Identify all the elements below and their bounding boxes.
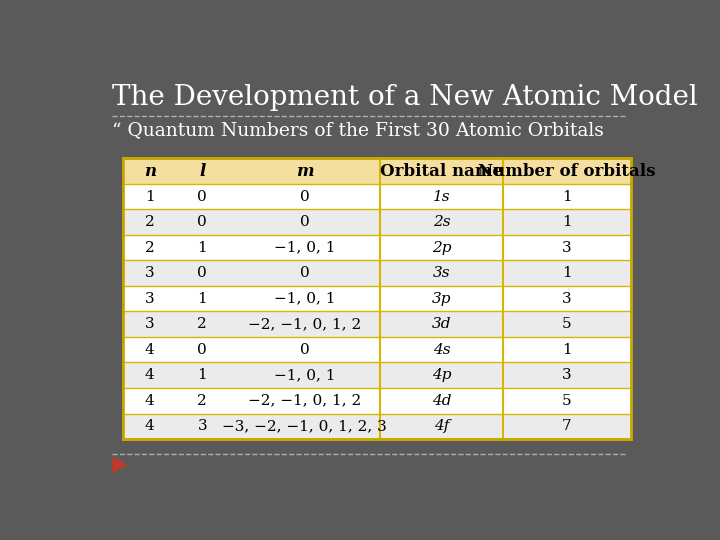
Text: 2: 2 — [197, 394, 207, 408]
Text: 5: 5 — [562, 394, 572, 408]
Text: 2: 2 — [145, 215, 155, 229]
Text: 4: 4 — [145, 343, 155, 357]
Text: Orbital name: Orbital name — [380, 163, 503, 180]
Text: −1, 0, 1: −1, 0, 1 — [274, 368, 336, 382]
Text: 3: 3 — [562, 292, 572, 306]
Text: 0: 0 — [197, 190, 207, 204]
Text: 3p: 3p — [432, 292, 451, 306]
Bar — [124, 337, 631, 362]
Text: 4: 4 — [145, 419, 155, 433]
Text: 0: 0 — [300, 343, 310, 357]
Text: 0: 0 — [300, 266, 310, 280]
Text: 1: 1 — [197, 292, 207, 306]
Text: The Development of a New Atomic Model: The Development of a New Atomic Model — [112, 84, 698, 111]
Bar — [124, 260, 631, 286]
Text: 5: 5 — [562, 317, 572, 331]
Text: 2p: 2p — [432, 241, 451, 255]
Text: 3: 3 — [562, 368, 572, 382]
Text: 2: 2 — [197, 317, 207, 331]
Text: −2, −1, 0, 1, 2: −2, −1, 0, 1, 2 — [248, 394, 361, 408]
Text: 3s: 3s — [433, 266, 451, 280]
Text: l: l — [199, 163, 205, 180]
Text: 1: 1 — [562, 190, 572, 204]
Text: 0: 0 — [300, 215, 310, 229]
Text: Number of orbitals: Number of orbitals — [478, 163, 656, 180]
Text: 1: 1 — [562, 266, 572, 280]
Text: 7: 7 — [562, 419, 572, 433]
Text: 4: 4 — [145, 394, 155, 408]
Text: −1, 0, 1: −1, 0, 1 — [274, 292, 336, 306]
Text: 1: 1 — [562, 215, 572, 229]
Text: 2s: 2s — [433, 215, 451, 229]
Text: −1, 0, 1: −1, 0, 1 — [274, 241, 336, 255]
Text: 1: 1 — [145, 190, 155, 204]
Text: 3: 3 — [197, 419, 207, 433]
Bar — [124, 184, 631, 210]
Text: 3: 3 — [562, 241, 572, 255]
Text: 4s: 4s — [433, 343, 451, 357]
Text: 3: 3 — [145, 266, 155, 280]
Text: −3, −2, −1, 0, 1, 2, 3: −3, −2, −1, 0, 1, 2, 3 — [222, 419, 387, 433]
Bar — [124, 388, 631, 414]
Bar — [124, 210, 631, 235]
Text: 0: 0 — [197, 266, 207, 280]
Bar — [124, 158, 631, 439]
Text: 2: 2 — [145, 241, 155, 255]
Text: 0: 0 — [300, 190, 310, 204]
Bar — [124, 235, 631, 260]
Text: 1s: 1s — [433, 190, 451, 204]
Bar — [124, 286, 631, 312]
Text: 3: 3 — [145, 317, 155, 331]
Text: −2, −1, 0, 1, 2: −2, −1, 0, 1, 2 — [248, 317, 361, 331]
Text: 4d: 4d — [432, 394, 451, 408]
Text: 4p: 4p — [432, 368, 451, 382]
Bar — [124, 158, 631, 184]
Text: 1: 1 — [197, 241, 207, 255]
Text: 3d: 3d — [432, 317, 451, 331]
Text: n: n — [144, 163, 156, 180]
Bar — [124, 312, 631, 337]
Polygon shape — [112, 456, 128, 473]
Text: 0: 0 — [197, 215, 207, 229]
Text: 4f: 4f — [434, 419, 449, 433]
Bar — [124, 362, 631, 388]
Text: 0: 0 — [197, 343, 207, 357]
Text: 1: 1 — [197, 368, 207, 382]
Text: m: m — [296, 163, 313, 180]
Text: 4: 4 — [145, 368, 155, 382]
Text: “ Quantum Numbers of the First 30 Atomic Orbitals: “ Quantum Numbers of the First 30 Atomic… — [112, 121, 604, 139]
Text: 3: 3 — [145, 292, 155, 306]
Bar — [124, 414, 631, 439]
Text: 1: 1 — [562, 343, 572, 357]
